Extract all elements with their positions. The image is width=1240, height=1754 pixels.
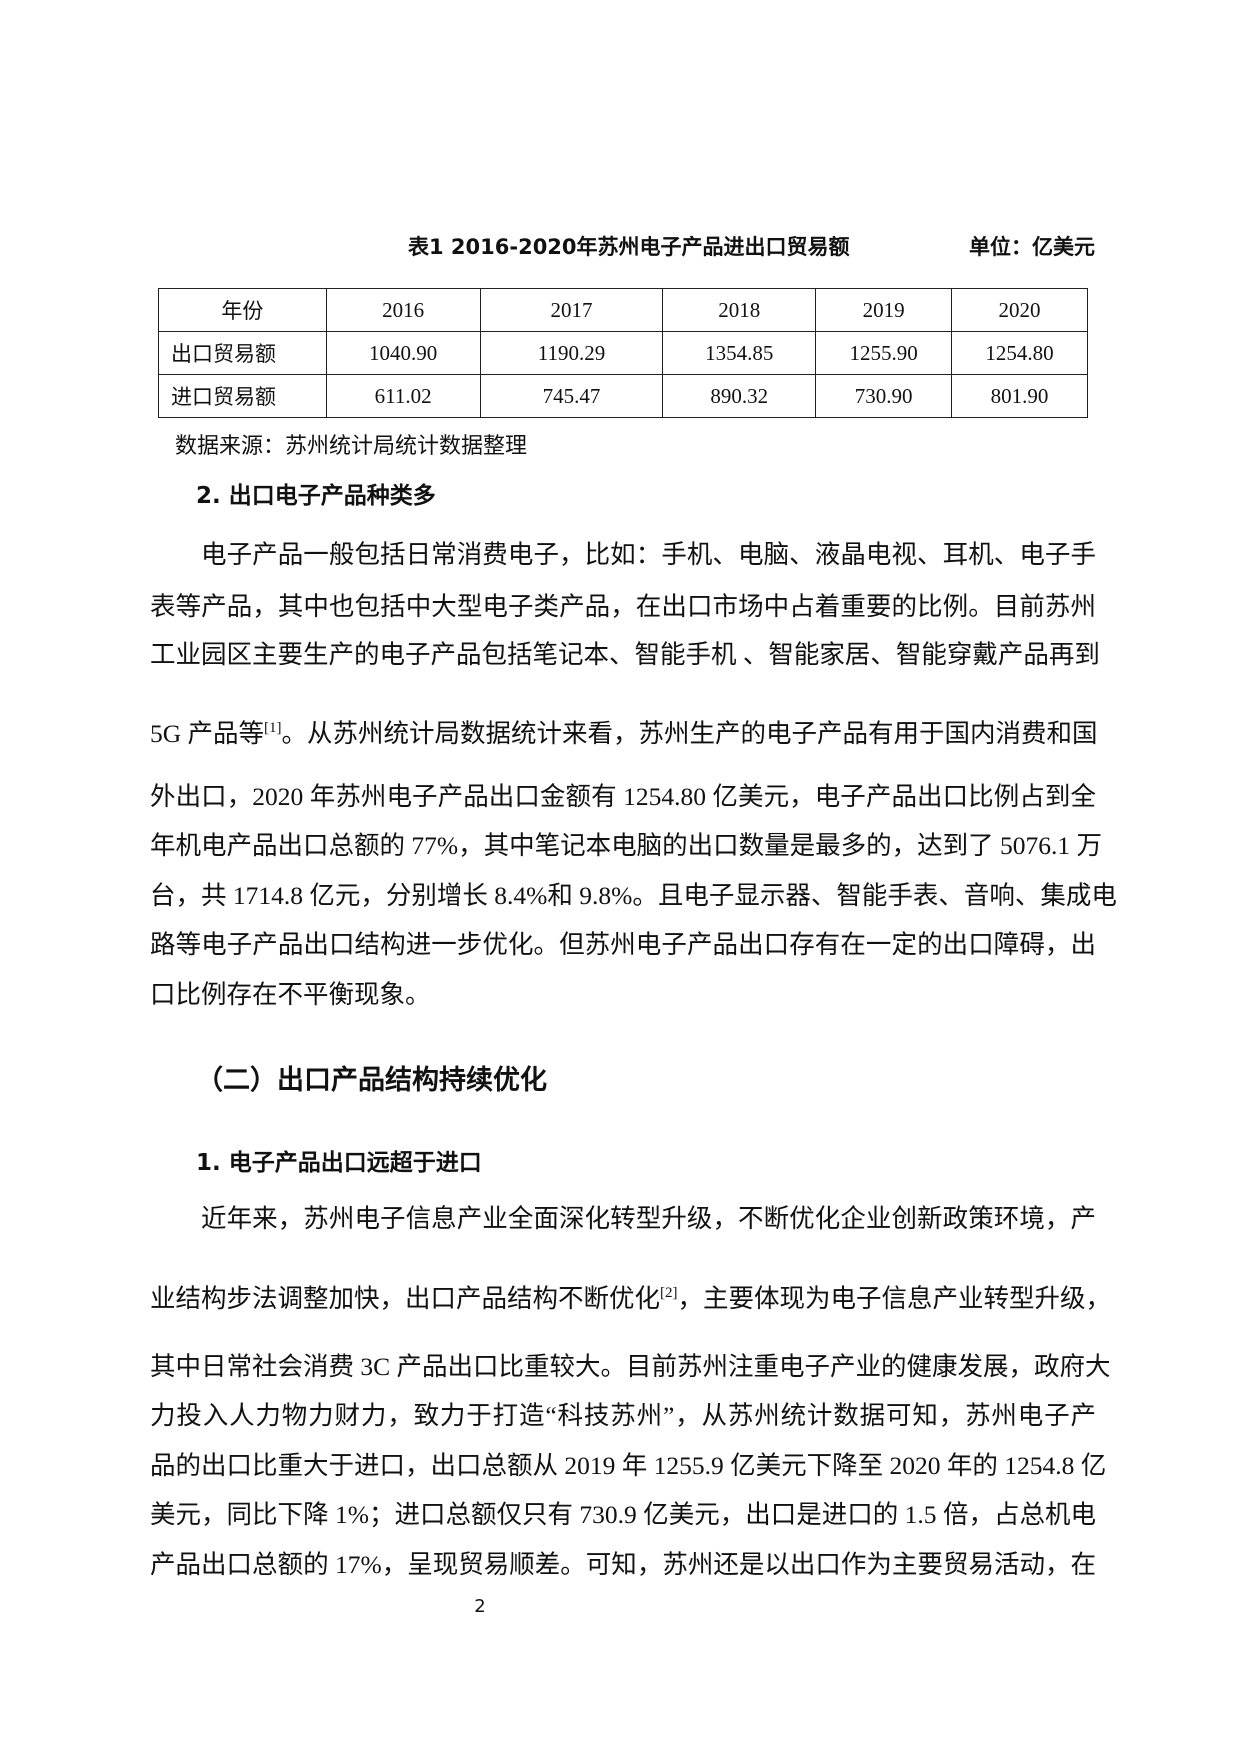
- chapter-heading: （二）出口产品结构持续优化: [196, 1065, 547, 1096]
- trade-table: 年份 2016 2017 2018 2019 2020 出口贸易额 1040.90 1190.2…: [158, 288, 1088, 418]
- paragraph-line: 其中日常社会消费 3C 产品出口比重较大。目前苏州注重电子产业的健康发展，政府大: [150, 1350, 1111, 1384]
- paragraph-line: 年机电产品出口总额的 77%，其中笔记本电脑的出口数量是最多的，达到了 5076…: [150, 829, 1102, 863]
- paragraph-line: 力投入人力物力财力，致力于打造“科技苏州”，从苏州统计数据可知，苏州电子产: [150, 1399, 1096, 1433]
- table-caption: 表1 2016-2020年苏州电子产品进出口贸易额: [408, 235, 850, 259]
- line-text: 其中日常社会消费 3C 产品出口比重较大。目前苏州注重电子产业的健康发展，政府大: [150, 1352, 1111, 1381]
- table-cell: 1040.90: [325, 331, 481, 375]
- paragraph-line: 近年来，苏州电子信息产业全面深化转型升级，不断优化企业创新政策环境，产: [201, 1202, 1096, 1236]
- page-number: 2: [474, 1596, 486, 1617]
- line-text: 台，共 1714.8 亿元，分别增长 8.4%和 9.8%。且电子显示器、智能手…: [150, 881, 1117, 910]
- paragraph-line: 表等产品，其中也包括中大型电子类产品，在出口市场中占着重要的比例。目前苏州: [150, 590, 1096, 624]
- line-text: 年机电产品出口总额的 77%，其中笔记本电脑的出口数量是最多的，达到了 5076…: [150, 831, 1102, 860]
- table-cell: 2016: [325, 288, 481, 332]
- paragraph-line: 品的出口比重大于进口，出口总额从 2019 年 1255.9 亿美元下降至 20…: [150, 1449, 1106, 1483]
- table-row: 出口贸易额 1040.90 1190.29 1354.85 1255.90 1254.80: [158, 331, 1088, 375]
- line-text: 电子产品一般包括日常消费电子，比如：手机、电脑、液晶电视、耳机、电子手: [201, 540, 1096, 569]
- table-cell: 801.90: [951, 374, 1088, 418]
- line-text: 近年来，苏州电子信息产业全面深化转型升级，不断优化企业创新政策环境，产: [201, 1204, 1096, 1233]
- paragraph-line: 台，共 1714.8 亿元，分别增长 8.4%和 9.8%。且电子显示器、智能手…: [150, 879, 1117, 913]
- table-row: 进口贸易额 611.02 745.47 890.32 730.90 801.90: [158, 374, 1088, 418]
- line-text: 品的出口比重大于进口，出口总额从 2019 年 1255.9 亿美元下降至 20…: [150, 1451, 1107, 1480]
- paragraph-line: 工业园区主要生产的电子产品包括笔记本、智能手机 、智能家居、智能穿戴产品再到: [150, 638, 1100, 672]
- table-cell: 1190.29: [479, 331, 664, 375]
- paragraph-line: 外出口，2020 年苏州电子产品出口金额有 1254.80 亿美元，电子产品出口…: [150, 780, 1096, 814]
- line-text: 。从苏州统计局数据统计来看，苏州生产的电子产品有用于国内消费和国: [281, 719, 1098, 748]
- table-cell: 2019: [815, 288, 953, 332]
- line-text: 口比例存在不平衡现象。: [150, 980, 431, 1009]
- row-label: 进口贸易额: [158, 374, 327, 418]
- table-cell: 1254.80: [951, 331, 1088, 375]
- table-cell: 1354.85: [662, 331, 817, 375]
- line-text: 路等电子产品出口结构进一步优化。但苏州电子产品出口存有在一定的出口障碍，出: [150, 930, 1096, 959]
- line-text: 工业园区主要生产的电子产品包括笔记本、智能手机 、智能家居、智能穿戴产品再到: [150, 640, 1100, 669]
- table-cell: 2020: [951, 288, 1088, 332]
- paragraph-line: 业结构步法调整加快，出口产品结构不断优化[2]，主要体现为电子信息产业转型升级，: [150, 1282, 1111, 1316]
- table-unit: 单位：亿美元: [969, 235, 1095, 259]
- citation-marker: [2]: [660, 1285, 678, 1301]
- paragraph-line: 口比例存在不平衡现象。: [150, 978, 1096, 1012]
- table-header-row: 年份 2016 2017 2018 2019 2020: [158, 288, 1088, 332]
- table-cell: 1255.90: [815, 331, 953, 375]
- table-cell: 611.02: [325, 374, 481, 418]
- table-cell: 2017: [479, 288, 664, 332]
- section-heading: 2. 出口电子产品种类多: [196, 483, 436, 509]
- line-text: 表等产品，其中也包括中大型电子类产品，在出口市场中占着重要的比例。目前苏州: [150, 592, 1096, 621]
- section-heading: 1. 电子产品出口远超于进口: [196, 1150, 482, 1176]
- table-cell: 2018: [662, 288, 817, 332]
- line-text: 美元，同比下降 1%；进口总额仅只有 730.9 亿美元，出口是进口的 1.5 …: [150, 1500, 1096, 1529]
- citation-marker: [1]: [264, 720, 282, 736]
- paragraph-line: 美元，同比下降 1%；进口总额仅只有 730.9 亿美元，出口是进口的 1.5 …: [150, 1498, 1096, 1532]
- paragraph-line: 5G 产品等[1]。从苏州统计局数据统计来看，苏州生产的电子产品有用于国内消费和…: [150, 717, 1098, 751]
- table-source: 数据来源：苏州统计局统计数据整理: [175, 433, 528, 458]
- row-label: 出口贸易额: [158, 331, 327, 375]
- table-cell: 730.90: [815, 374, 953, 418]
- line-text: 业结构步法调整加快，出口产品结构不断优化: [150, 1284, 661, 1313]
- line-text: ，主要体现为电子信息产业转型升级，: [677, 1284, 1112, 1313]
- line-text: 外出口，2020 年苏州电子产品出口金额有 1254.80 亿美元，电子产品出口…: [150, 782, 1096, 811]
- table-cell: 890.32: [662, 374, 817, 418]
- line-text: 力投入人力物力财力，致力于打造“科技苏州”，从苏州统计数据可知，苏州电子产: [150, 1401, 1096, 1430]
- paragraph-line: 电子产品一般包括日常消费电子，比如：手机、电脑、液晶电视、耳机、电子手: [201, 538, 1096, 572]
- line-text: 5G 产品等: [150, 719, 265, 748]
- row-label: 年份: [158, 288, 327, 332]
- table-cell: 745.47: [479, 374, 664, 418]
- paragraph-line: 产品出口总额的 17%，呈现贸易顺差。可知，苏州还是以出口作为主要贸易活动，在: [150, 1548, 1096, 1582]
- line-text: 产品出口总额的 17%，呈现贸易顺差。可知，苏州还是以出口作为主要贸易活动，在: [150, 1550, 1096, 1579]
- paragraph-line: 路等电子产品出口结构进一步优化。但苏州电子产品出口存有在一定的出口障碍，出: [150, 928, 1096, 962]
